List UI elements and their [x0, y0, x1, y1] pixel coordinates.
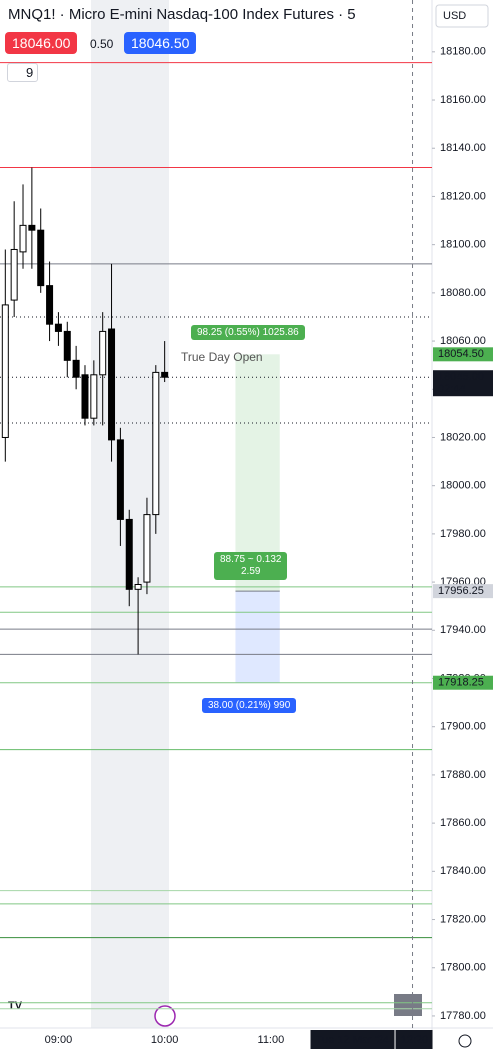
loss-zone [235, 591, 280, 683]
candle-body [134, 584, 142, 590]
y-tick-label: 18140.00 [440, 142, 486, 154]
candle-body [63, 330, 71, 361]
crosshair-time: 12:20 [401, 1034, 429, 1046]
candle-body [81, 374, 89, 419]
y-tick-label: 17860.00 [440, 817, 486, 829]
price-badge-label: 17918.25 [438, 677, 484, 689]
annotation: 2.59 [240, 566, 261, 577]
price-badge-sub: 02:44 [438, 383, 466, 395]
indicator-toggle[interactable]: 9 [7, 63, 39, 82]
annotation: 88.75 ~ 0.132 [220, 554, 282, 565]
annotation: 98.25 (0.55%) 1025.86 [191, 325, 305, 340]
event-icon[interactable] [154, 1005, 176, 1027]
y-tick-label: 18160.00 [440, 94, 486, 106]
y-tick-label: 17980.00 [440, 528, 486, 540]
y-tick-label: 18120.00 [440, 190, 486, 202]
y-tick-label: 17840.00 [440, 865, 486, 877]
candle-body [54, 323, 62, 332]
buy-button[interactable]: 18046.50 [124, 32, 197, 54]
y-tick-label: 17820.00 [440, 913, 486, 925]
y-tick-label: 18000.00 [440, 480, 486, 492]
settings-icon[interactable] [458, 1034, 472, 1048]
candle-body [10, 248, 18, 301]
crosshair-date-bg [310, 1030, 395, 1049]
candle-body [116, 439, 124, 520]
candle-body [19, 224, 27, 253]
price-badge [433, 584, 493, 599]
spread: 0.50 [90, 37, 114, 51]
candle-body [152, 371, 160, 516]
candle-body [99, 330, 107, 376]
y-tick-label: 18080.00 [440, 287, 486, 299]
candle-body [108, 328, 116, 441]
y-tick-label: 18020.00 [440, 431, 486, 443]
candle-body [161, 371, 169, 378]
price-badge-label: 17956.25 [438, 585, 484, 597]
candle-body [1, 304, 9, 438]
y-tick-label: 18100.00 [440, 239, 486, 251]
x-tick-label: 11:00 [258, 1034, 285, 1046]
profit-zone [235, 354, 280, 592]
y-tick-label: 17900.00 [440, 721, 486, 733]
x-tick-label: 09:00 [45, 1034, 73, 1046]
annotation: 38.00 (0.21%) 990 [202, 698, 297, 713]
crosshair-date: Tue 12 Mar '24 [316, 1034, 389, 1046]
annotation-box: 88.75 ~ 0.132 2.59 [214, 552, 288, 580]
symbol-title: MNQ1! · Micro E-mini Nasdaq-100 Index Fu… [8, 6, 356, 23]
price-badge-label: 18045.00 [438, 371, 484, 383]
y-tick-label: 18060.00 [440, 335, 486, 347]
price-badge [433, 347, 493, 362]
y-tick-label: 17940.00 [440, 624, 486, 636]
logo: TV [8, 1000, 23, 1012]
price-badge-label: 18054.50 [438, 348, 484, 360]
price-badge [433, 370, 493, 397]
y-tick-label: 18180.00 [440, 46, 486, 58]
y-tick-label: 17880.00 [440, 769, 486, 781]
y-tick-label: 17780.00 [440, 1010, 486, 1022]
currency: USD [443, 10, 466, 22]
candle-body [37, 229, 45, 287]
crosshair-time-bg [395, 1030, 433, 1049]
candle-body [46, 285, 54, 325]
candle-body [72, 359, 80, 378]
price-badge [433, 675, 493, 690]
scroll-button[interactable] [394, 994, 422, 1016]
candle-body [143, 514, 151, 583]
sell-button[interactable]: 18046.00 [5, 32, 78, 54]
candle-body [90, 374, 98, 419]
candle-body [28, 224, 36, 231]
candle-body [125, 518, 133, 590]
annotation: True Day Open [181, 350, 263, 364]
currency-box[interactable] [435, 4, 489, 28]
y-tick-label: 17800.00 [440, 962, 486, 974]
x-tick-label: 10:00 [151, 1034, 179, 1046]
